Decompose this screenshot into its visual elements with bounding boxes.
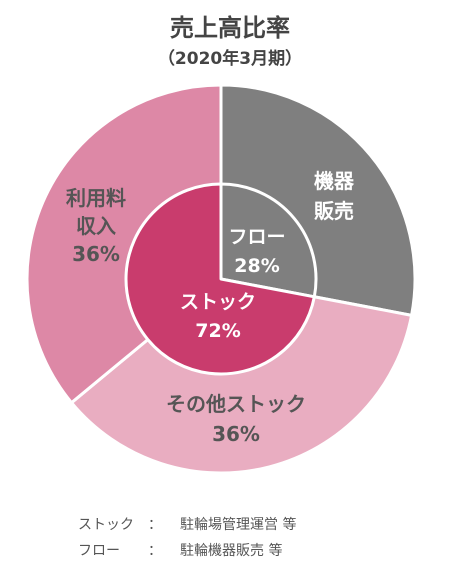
label-sonota-stock: その他ストック 36%: [166, 392, 306, 446]
label-kiki-hanbai: 機器販売: [314, 169, 355, 223]
inner-slice-0: [219, 182, 318, 299]
label-stock: ストック 72%: [180, 291, 256, 342]
outer-slice-1: [70, 277, 414, 475]
note-flow-value: 駐輪機器販売 等: [180, 543, 283, 559]
legend-notes: ストック ： 駐輪場管理運営 等 フロー ： 駐輪機器販売 等: [78, 512, 296, 564]
note-stock-value: 駐輪場管理運営 等: [180, 517, 297, 533]
chart-subtitle: （2020年3月期）: [157, 49, 303, 69]
label-flow: フロー 28%: [228, 226, 285, 277]
note-flow-key: フロー ：: [78, 543, 162, 559]
label-riyoryo-shunyu: 利用料収入 36%: [66, 186, 126, 266]
note-flow: フロー ： 駐輪機器販売 等: [78, 538, 296, 564]
note-stock: ストック ： 駐輪場管理運営 等: [78, 512, 296, 538]
inner-slice-1: [124, 182, 316, 376]
note-stock-key: ストック ：: [78, 517, 162, 533]
chart-title: 売上高比率: [170, 14, 290, 42]
outer-slice-2: [25, 83, 223, 405]
